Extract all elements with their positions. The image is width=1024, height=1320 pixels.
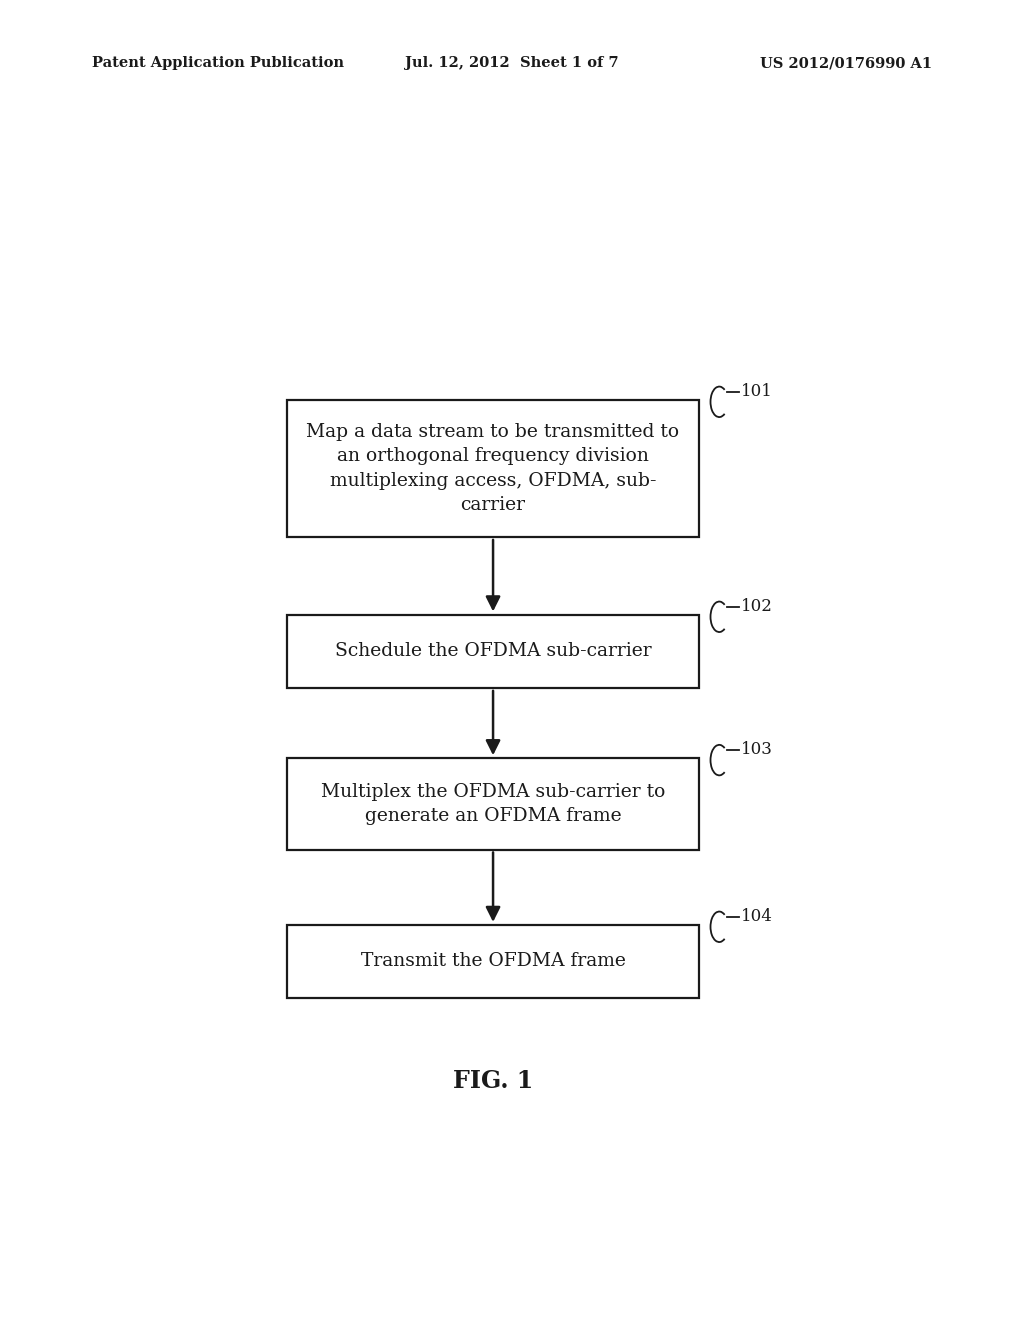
Text: 104: 104 [740,908,772,925]
Text: Multiplex the OFDMA sub-carrier to
generate an OFDMA frame: Multiplex the OFDMA sub-carrier to gener… [321,783,666,825]
Text: Patent Application Publication: Patent Application Publication [92,57,344,70]
Text: Map a data stream to be transmitted to
an orthogonal frequency division
multiple: Map a data stream to be transmitted to a… [306,422,680,513]
Text: Jul. 12, 2012  Sheet 1 of 7: Jul. 12, 2012 Sheet 1 of 7 [406,57,618,70]
Text: 103: 103 [740,742,772,759]
Text: Transmit the OFDMA frame: Transmit the OFDMA frame [360,952,626,970]
Text: 102: 102 [740,598,772,615]
Text: FIG. 1: FIG. 1 [453,1069,534,1093]
Bar [287,615,699,688]
Bar [287,758,699,850]
Bar [287,925,699,998]
Text: US 2012/0176990 A1: US 2012/0176990 A1 [760,57,932,70]
Bar [287,400,699,537]
Text: Schedule the OFDMA sub-carrier: Schedule the OFDMA sub-carrier [335,643,651,660]
Text: 101: 101 [740,383,772,400]
